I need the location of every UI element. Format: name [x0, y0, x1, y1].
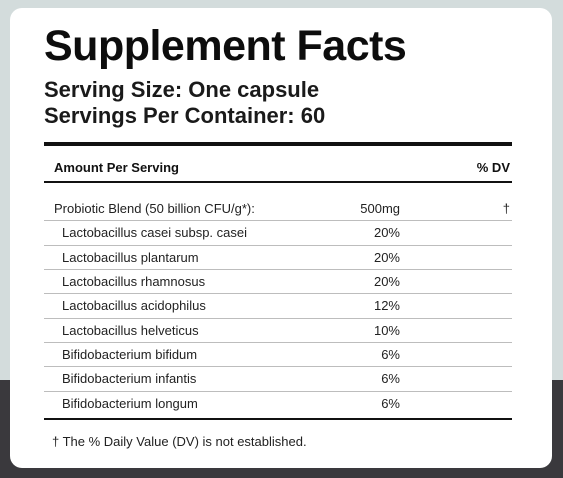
row-divider [44, 269, 512, 270]
ingredient-row: Lactobacillus casei subsp. casei 20% [44, 221, 512, 245]
row-divider [44, 366, 512, 367]
ingredient-row: Lactobacillus helveticus 10% [44, 319, 512, 343]
serving-size: Serving Size: One capsule [44, 77, 320, 102]
row-divider [44, 293, 512, 294]
header-amount-per-serving: Amount Per Serving [54, 160, 179, 175]
table-header: Amount Per Serving % DV [44, 160, 512, 178]
ingredient-name: Lactobacillus acidophilus [62, 298, 206, 313]
row-divider [44, 318, 512, 319]
footer-divider [44, 418, 512, 420]
ingredient-amount: 10% [373, 323, 400, 338]
ingredient-name: Bifidobacterium infantis [62, 371, 197, 386]
ingredient-name: Bifidobacterium longum [62, 396, 198, 411]
ingredient-row: Lactobacillus plantarum 20% [44, 246, 512, 270]
header-divider [44, 181, 512, 183]
thick-divider [44, 142, 512, 146]
ingredient-amount: 20% [373, 225, 400, 240]
ingredient-amount: 20% [373, 250, 400, 265]
ingredient-row: Bifidobacterium bifidum 6% [44, 343, 512, 367]
ingredient-row: Bifidobacterium longum 6% [44, 392, 512, 416]
row-divider [44, 391, 512, 392]
ingredient-row: Lactobacillus acidophilus 12% [44, 294, 512, 318]
blend-dv: † [502, 201, 510, 216]
ingredient-row: Lactobacillus rhamnosus 20% [44, 270, 512, 294]
row-divider [44, 342, 512, 343]
ingredient-name: Lactobacillus helveticus [62, 323, 199, 338]
label-title: Supplement Facts [44, 22, 407, 70]
ingredient-amount: 6% [381, 347, 400, 362]
ingredient-name: Lactobacillus plantarum [62, 250, 199, 265]
blend-name: Probiotic Blend (50 billion CFU/g*): [54, 201, 255, 216]
blend-row: Probiotic Blend (50 billion CFU/g*): 500… [44, 197, 512, 221]
row-divider [44, 245, 512, 246]
blend-amount: 500mg [360, 201, 400, 216]
servings-per-container: Servings Per Container: 60 [44, 103, 326, 128]
ingredient-name: Bifidobacterium bifidum [62, 347, 198, 362]
ingredient-row: Bifidobacterium infantis 6% [44, 367, 512, 391]
footnote: † The % Daily Value (DV) is not establis… [52, 434, 307, 449]
ingredient-amount: 20% [373, 274, 400, 289]
ingredient-amount: 6% [381, 396, 400, 411]
header-daily-value: % DV [476, 160, 510, 175]
row-divider [44, 220, 512, 221]
ingredient-amount: 6% [381, 371, 400, 386]
ingredient-name: Lactobacillus rhamnosus [62, 274, 206, 289]
ingredient-name: Lactobacillus casei subsp. casei [62, 225, 247, 240]
ingredient-amount: 12% [373, 298, 400, 313]
